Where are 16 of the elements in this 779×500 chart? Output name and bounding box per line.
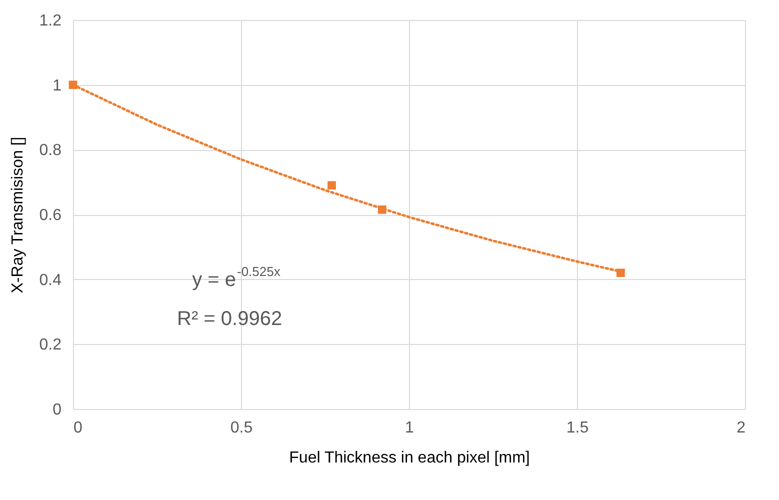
x-tick-label: 1 — [405, 420, 414, 436]
x-tick-label: 0 — [74, 420, 82, 436]
annotation: R² = 0.9962 — [177, 308, 282, 330]
y-axis-title: X-Ray Transmisison [] — [9, 136, 26, 294]
y-tick-label: 0.8 — [39, 142, 62, 160]
y-tick-label: 1 — [52, 77, 62, 94]
x-tick-label: 2 — [736, 420, 746, 436]
x-tick-label: 0.5 — [230, 420, 253, 436]
y-tick-label: 1.2 — [39, 12, 62, 30]
point — [328, 181, 336, 190]
y-tick-label: 0.6 — [39, 207, 62, 224]
x-axis-title: Fuel Thickness in each pixel [mm] — [289, 450, 530, 466]
y-tick-label: 0 — [52, 402, 62, 418]
x-tick-label: 1.5 — [566, 420, 589, 436]
y-tick-label: 0.2 — [39, 336, 62, 354]
y-tick-label: 0.4 — [39, 272, 62, 289]
